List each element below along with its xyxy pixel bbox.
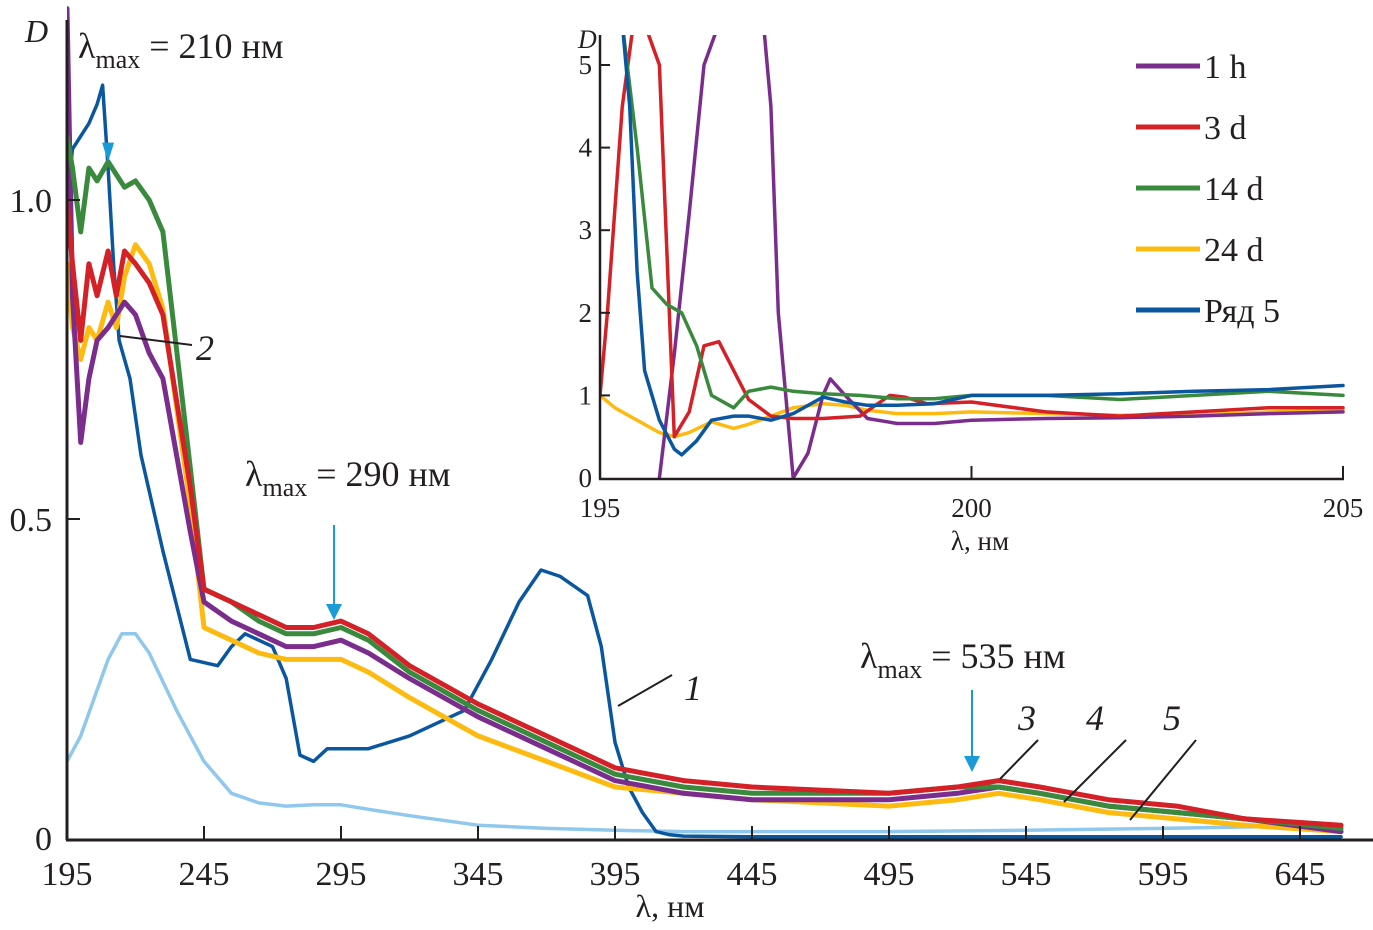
curve-label-leader	[1063, 739, 1127, 803]
curve-labels: 1 2 3 4 5	[119, 328, 1197, 821]
inset-series-line-5	[621, 35, 1345, 457]
main-y-tick-label: 0	[35, 821, 52, 858]
lambda-max-annotation: λmax = 290 нм	[245, 454, 451, 502]
main-x-ticks: 195 245 295 345 395 445 495 545 595 645	[42, 826, 1326, 893]
legend-item: 1 h	[1136, 49, 1247, 86]
main-x-tick-label: 445	[727, 856, 778, 893]
main-series-line-5	[67, 83, 1343, 839]
inset-x-tick-label: 200	[951, 493, 992, 523]
inset-x-tick-label: 195	[580, 493, 621, 523]
legend-label: Ряд 5	[1204, 293, 1280, 330]
main-x-tick-label: 645	[1275, 856, 1326, 893]
main-x-tick-label: 345	[453, 856, 504, 893]
annotation-arrow-head	[102, 142, 115, 162]
legend-label: 24 d	[1204, 232, 1264, 269]
inset-y-axis-title: D	[577, 25, 597, 54]
inset-background	[600, 30, 1350, 482]
legend-item: 3 d	[1136, 110, 1247, 147]
curve-label-leader	[119, 335, 193, 346]
main-y-tick-label: 1.0	[10, 183, 53, 220]
main-x-tick-label: 595	[1138, 856, 1189, 893]
legend-label: 1 h	[1204, 49, 1247, 86]
inset-y-tick-label: 2	[579, 298, 593, 328]
main-x-tick-label: 245	[179, 856, 230, 893]
main-x-tick-label: 495	[864, 856, 915, 893]
main-series-group	[67, 6, 1344, 839]
legend-item: 14 d	[1136, 171, 1264, 208]
legend-item: 24 d	[1136, 232, 1264, 269]
curve-label-1: 1	[684, 668, 702, 708]
main-series-line-4	[67, 242, 1344, 835]
inset-y-tick-label: 4	[579, 133, 593, 163]
curve-label-leader	[1129, 739, 1197, 821]
main-y-tick-label: 0.5	[10, 502, 53, 539]
curve-label-3: 3	[1017, 698, 1036, 738]
inset-series-line-2	[600, 35, 1345, 439]
main-x-tick-label: 395	[590, 856, 641, 893]
legend: 1 h 3 d 14 d 24 d Ряд 5	[1136, 49, 1280, 330]
inset-y-tick-label: 0	[579, 463, 593, 493]
inset-series-line-3	[621, 35, 1345, 410]
inset-y-tick-label: 5	[579, 50, 593, 80]
main-x-tick-label: 195	[42, 856, 93, 893]
curve-label-2: 2	[196, 328, 214, 368]
legend-label: 14 d	[1204, 171, 1264, 208]
main-y-ticks: 0 0.5 1.0	[10, 183, 80, 858]
inset-y-tick-label: 1	[579, 380, 593, 410]
main-x-tick-label: 545	[1001, 856, 1052, 893]
main-plot: 195 245 295 345 395 445 495 545 595 645 00.51.0 D…	[10, 6, 1373, 924]
legend-label: 3 d	[1204, 110, 1247, 147]
curve-label-5: 5	[1163, 698, 1181, 738]
lambda-max-annotation: λmax = 210 нм	[78, 26, 284, 74]
inset-y-ticks: 0 1 2 3 4 5	[579, 50, 610, 493]
curve-label-4: 4	[1086, 698, 1104, 738]
annotation-arrow-head	[964, 756, 980, 772]
main-x-axis-title: λ, нм	[636, 888, 705, 924]
inset-series-group	[600, 35, 1345, 480]
main-annotations: λmax = 210 нм λmax = 290 нм λmax = 535 нм	[78, 26, 1066, 772]
inset-x-ticks: 195 200 205	[580, 466, 1364, 523]
lambda-max-annotation: λmax = 535 нм	[860, 636, 1066, 684]
curve-label-leader	[617, 674, 673, 707]
legend-item: Ряд 5	[1136, 293, 1280, 330]
inset-x-axis-title: λ, нм	[951, 526, 1009, 556]
curve-label-leader	[999, 739, 1039, 780]
main-series-line-3	[67, 133, 1344, 831]
inset-plot: 195 200 205 0 1 2 3 4 5 D λ, нм 1 h 3 d 14 d 24 d Р…	[577, 25, 1364, 556]
annotation-arrow-head	[326, 604, 342, 620]
inset-x-tick-label: 205	[1323, 493, 1364, 523]
main-series-line-2	[67, 197, 1344, 828]
main-y-axis-title: D	[24, 13, 48, 49]
main-x-tick-label: 295	[316, 856, 367, 893]
inset-y-tick-label: 3	[579, 215, 593, 245]
